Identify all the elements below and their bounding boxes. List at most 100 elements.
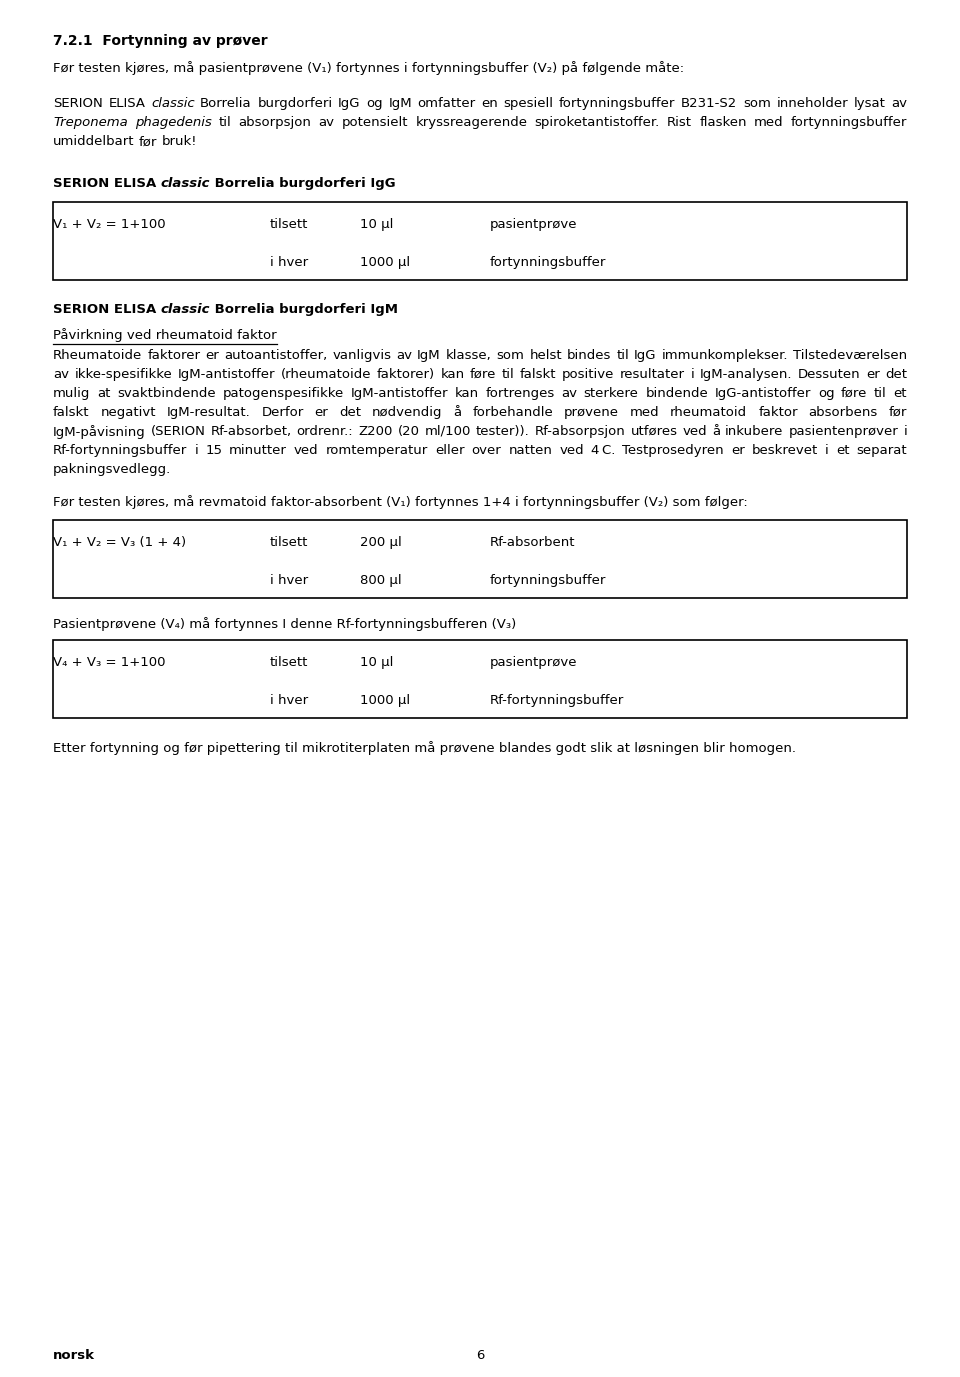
Text: natten: natten: [508, 443, 552, 457]
Text: fortynningsbuffer: fortynningsbuffer: [791, 116, 907, 129]
Text: nødvendig: nødvendig: [372, 406, 443, 419]
Bar: [53, 202, 907, 280]
Text: V₁ + V₂ = 1+100: V₁ + V₂ = 1+100: [53, 218, 166, 231]
Text: av: av: [319, 116, 335, 129]
Text: et: et: [894, 387, 907, 399]
Text: phagedenis: phagedenis: [135, 116, 211, 129]
Text: Rheumatoide: Rheumatoide: [53, 348, 142, 362]
Text: romtemperatur: romtemperatur: [325, 443, 428, 457]
Text: IgG: IgG: [634, 348, 657, 362]
Text: ved: ved: [294, 443, 319, 457]
Text: IgM-påvisning: IgM-påvisning: [53, 424, 146, 439]
Text: flasken: flasken: [699, 116, 747, 129]
Text: 7.2.1  Fortynning av prøver: 7.2.1 Fortynning av prøver: [53, 34, 268, 48]
Text: tilsett: tilsett: [270, 536, 308, 549]
Text: kryssreagerende: kryssreagerende: [416, 116, 527, 129]
Text: norsk: norsk: [53, 1349, 95, 1362]
Text: B231-S2: B231-S2: [681, 98, 737, 110]
Text: fortynningsbuffer: fortynningsbuffer: [490, 256, 607, 269]
Text: ikke-spesifikke: ikke-spesifikke: [75, 368, 172, 380]
Text: utføres: utføres: [631, 424, 678, 438]
Text: bindende: bindende: [645, 387, 708, 399]
Text: tester)).: tester)).: [476, 424, 530, 438]
Text: tilsett: tilsett: [270, 655, 308, 669]
Text: som: som: [743, 98, 771, 110]
Text: faktorer: faktorer: [147, 348, 201, 362]
Text: IgM-analysen.: IgM-analysen.: [700, 368, 792, 380]
Text: sterkere: sterkere: [584, 387, 638, 399]
Text: absorbens: absorbens: [808, 406, 877, 419]
Text: kan: kan: [454, 387, 478, 399]
Text: ved: ved: [683, 424, 708, 438]
Text: classic: classic: [151, 98, 195, 110]
Text: fortynningsbuffer: fortynningsbuffer: [490, 574, 607, 587]
Text: det: det: [339, 406, 361, 419]
Text: i hver: i hver: [270, 574, 308, 587]
Text: potensielt: potensielt: [342, 116, 408, 129]
Text: fortrenges: fortrenges: [485, 387, 555, 399]
Text: er: er: [731, 443, 745, 457]
Text: pasientprøve: pasientprøve: [490, 655, 578, 669]
Text: i hver: i hver: [270, 256, 308, 269]
Text: SERION ELISA: SERION ELISA: [53, 176, 161, 190]
Text: umiddelbart: umiddelbart: [53, 135, 134, 149]
Text: inneholder: inneholder: [777, 98, 848, 110]
Text: det: det: [885, 368, 907, 380]
Text: ELISA: ELISA: [108, 98, 145, 110]
Text: negativt: negativt: [101, 406, 156, 419]
Text: SERION: SERION: [53, 98, 103, 110]
Text: til: til: [219, 116, 231, 129]
Text: omfatter: omfatter: [418, 98, 475, 110]
Text: Borrelia burgdorferi IgG: Borrelia burgdorferi IgG: [210, 176, 396, 190]
Text: føre: føre: [841, 387, 868, 399]
Text: IgM-antistoffer: IgM-antistoffer: [350, 387, 447, 399]
Text: Tilstedeværelsen: Tilstedeværelsen: [793, 348, 907, 362]
Text: positive: positive: [562, 368, 614, 380]
Text: (20: (20: [397, 424, 420, 438]
Text: prøvene: prøvene: [564, 406, 619, 419]
Text: absorpsjon: absorpsjon: [239, 116, 312, 129]
Text: IgG-antistoffer: IgG-antistoffer: [715, 387, 811, 399]
Text: et: et: [836, 443, 850, 457]
Text: Rf-fortynningsbuffer: Rf-fortynningsbuffer: [490, 694, 624, 706]
Text: i hver: i hver: [270, 694, 308, 706]
Text: at: at: [97, 387, 110, 399]
Text: separat: separat: [856, 443, 907, 457]
Text: av: av: [891, 98, 907, 110]
Text: er: er: [315, 406, 328, 419]
Text: 10 μl: 10 μl: [360, 218, 394, 231]
Text: føre: føre: [470, 368, 496, 380]
Text: svaktbindende: svaktbindende: [117, 387, 216, 399]
Text: Z200: Z200: [358, 424, 393, 438]
Text: Testprosedyren: Testprosedyren: [622, 443, 724, 457]
Text: mulig: mulig: [53, 387, 90, 399]
Text: inkubere: inkubere: [725, 424, 783, 438]
Text: pasientenprøver: pasientenprøver: [788, 424, 899, 438]
Text: 6: 6: [476, 1349, 484, 1362]
Text: 15: 15: [205, 443, 222, 457]
Text: pakningsvedlegg.: pakningsvedlegg.: [53, 463, 171, 475]
Text: immunkomplekser.: immunkomplekser.: [661, 348, 788, 362]
Text: Rf-fortynningsbuffer: Rf-fortynningsbuffer: [53, 443, 187, 457]
Text: Før testen kjøres, må revmatoid faktor-absorbent (V₁) fortynnes 1+4 i fortynning: Før testen kjøres, må revmatoid faktor-a…: [53, 494, 748, 509]
Text: IgG: IgG: [338, 98, 361, 110]
Text: og: og: [366, 98, 383, 110]
Text: fortynningsbuffer: fortynningsbuffer: [559, 98, 676, 110]
Text: IgM: IgM: [388, 98, 412, 110]
Text: av: av: [396, 348, 412, 362]
Text: IgM-resultat.: IgM-resultat.: [167, 406, 251, 419]
Text: er: er: [866, 368, 879, 380]
Text: Borrelia: Borrelia: [200, 98, 252, 110]
Text: falskt: falskt: [520, 368, 557, 380]
Bar: [53, 640, 907, 717]
Text: er: er: [205, 348, 219, 362]
Text: ordrenr.:: ordrenr.:: [297, 424, 353, 438]
Text: Rist: Rist: [667, 116, 692, 129]
Text: Borrelia burgdorferi IgM: Borrelia burgdorferi IgM: [210, 303, 398, 315]
Text: Etter fortynning og før pipettering til mikrotiterplaten må prøvene blandes godt: Etter fortynning og før pipettering til …: [53, 741, 796, 755]
Text: lysat: lysat: [853, 98, 885, 110]
Text: V₁ + V₂ = V₃ (1 + 4): V₁ + V₂ = V₃ (1 + 4): [53, 536, 186, 549]
Text: Før testen kjøres, må pasientprøvene (V₁) fortynnes i fortynningsbuffer (V₂) på : Før testen kjøres, må pasientprøvene (V₁…: [53, 61, 684, 74]
Text: til: til: [616, 348, 629, 362]
Text: IgM-antistoffer: IgM-antistoffer: [178, 368, 276, 380]
